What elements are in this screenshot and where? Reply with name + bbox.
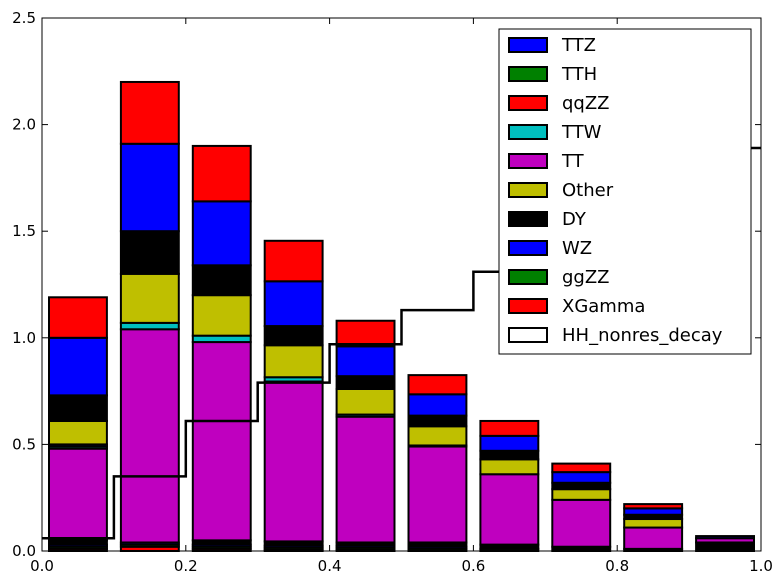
legend-label-tt: TT <box>561 151 585 172</box>
bar-segment-other-bin4 <box>335 387 396 416</box>
legend-label-ttz: TTZ <box>561 35 596 56</box>
x-tick-label: 0.4 <box>318 557 342 575</box>
legend-swatch-qqzz <box>508 95 548 111</box>
bar-segment-dy-bin1 <box>119 230 180 275</box>
legend-swatch-dy <box>508 211 548 227</box>
legend-label-hh_nonres_decay: HH_nonres_decay <box>562 325 723 346</box>
legend-swatch-xgamma <box>508 298 548 314</box>
x-tick-label: 0.0 <box>30 557 54 575</box>
bar-segment-wz-bin2 <box>191 200 252 267</box>
bar-segment-tt-bin6 <box>479 473 540 546</box>
x-tick-label: 0.8 <box>605 557 629 575</box>
legend-swatch-tth <box>508 66 548 82</box>
axes-frame <box>41 17 762 552</box>
bar-segment-dy-bin4 <box>335 375 396 390</box>
legend-label-dy: DY <box>562 209 587 230</box>
bar-segment-other-bin8 <box>623 518 684 529</box>
bar-segment-tt-bin3 <box>263 380 324 543</box>
legend-label-qqzz: qqZZ <box>562 93 610 114</box>
bar-segment-xgamma-bin2 <box>191 144 252 203</box>
y-tick-label: 2.0 <box>12 116 36 134</box>
bar-segment-other-bin6 <box>479 458 540 476</box>
bar-segment-wz-bin6 <box>479 434 540 452</box>
bar-segment-dy-bin5 <box>407 414 468 428</box>
bar-segment-other-bin5 <box>407 425 468 447</box>
legend-swatch-tt <box>508 153 548 169</box>
bar-segment-other-bin1 <box>119 272 180 324</box>
bar-segment-wz-bin4 <box>335 345 396 378</box>
legend-swatch-ggzz <box>508 269 548 285</box>
legend-swatch-ttw <box>508 124 548 140</box>
bar-segment-xgamma-bin4 <box>335 319 396 348</box>
bar-segment-wz-bin1 <box>119 142 180 233</box>
y-tick-label: 0.5 <box>12 435 36 453</box>
bar-segment-tt-bin7 <box>551 498 612 548</box>
bar-segment-wz-bin3 <box>263 280 324 328</box>
legend: TTZ TTH qqZZ TTW TT Other DY WZ ggZZ XGamma HH_non… <box>498 28 752 355</box>
x-tick-label: 1.0 <box>749 557 773 575</box>
bar-segment-tt-bin2 <box>191 341 252 542</box>
legend-swatch-other <box>508 182 548 198</box>
bar-segment-other-bin3 <box>263 344 324 379</box>
x-axis-ticks: 0.0 0.2 0.4 0.6 0.8 1.0 <box>30 18 773 575</box>
bar-segment-other-bin7 <box>551 488 612 501</box>
legend-label-xgamma: XGamma <box>562 296 645 317</box>
y-tick-label: 1.0 <box>12 329 36 347</box>
bar-segment-xgamma-bin7 <box>551 462 612 474</box>
bar-segment-xgamma-bin6 <box>479 419 540 437</box>
bar-segment-xgamma-bin8 <box>623 503 684 510</box>
legend-label-tth: TTH <box>561 64 597 85</box>
x-tick-label: 0.2 <box>174 557 198 575</box>
bar-segment-dy-bin9 <box>695 541 755 552</box>
legend-label-other: Other <box>562 180 614 201</box>
bar-segment-wz-bin7 <box>551 471 612 484</box>
y-tick-label: 1.5 <box>12 222 36 240</box>
bar-segment-dy-bin6 <box>479 449 540 461</box>
bar-segment-tt-bin1 <box>119 328 180 544</box>
legend-swatch-ttz <box>508 37 548 53</box>
bar-segment-xgamma-bin3 <box>263 239 324 283</box>
bar-stacks <box>48 80 755 553</box>
legend-swatch-wz <box>508 240 548 256</box>
legend-label-wz: WZ <box>562 238 592 259</box>
y-axis-ticks: 0.0 0.5 1.0 1.5 2.0 2.5 <box>12 9 761 560</box>
bar-segment-wz-bin5 <box>407 393 468 417</box>
legend-label-ggzz: ggZZ <box>562 267 610 288</box>
bar-segment-other-bin0 <box>48 419 108 446</box>
x-tick-label: 0.6 <box>461 557 485 575</box>
bar-segment-dy-bin0 <box>48 394 108 422</box>
bar-segment-xgamma-bin1 <box>119 80 180 145</box>
bar-segment-tt-bin5 <box>407 445 468 544</box>
bar-segment-xgamma-bin5 <box>407 374 468 396</box>
bar-segment-tt-bin4 <box>335 415 396 544</box>
bar-segment-xgamma-bin0 <box>48 296 108 339</box>
bar-segment-other-bin2 <box>191 294 252 337</box>
bar-segment-tt-bin8 <box>623 526 684 550</box>
bar-segment-dy-bin2 <box>191 264 252 297</box>
bar-segment-dy-bin3 <box>263 325 324 347</box>
legend-swatch-hh_nonres_decay <box>508 327 548 343</box>
legend-label-ttw: TTW <box>561 122 602 143</box>
bar-segment-wz-bin0 <box>48 336 108 397</box>
bar-segment-ttz-bin9 <box>695 535 755 540</box>
y-tick-label: 2.5 <box>12 9 36 27</box>
y-tick-label: 0.0 <box>12 542 36 560</box>
bar-segment-tt-bin0 <box>48 447 108 542</box>
